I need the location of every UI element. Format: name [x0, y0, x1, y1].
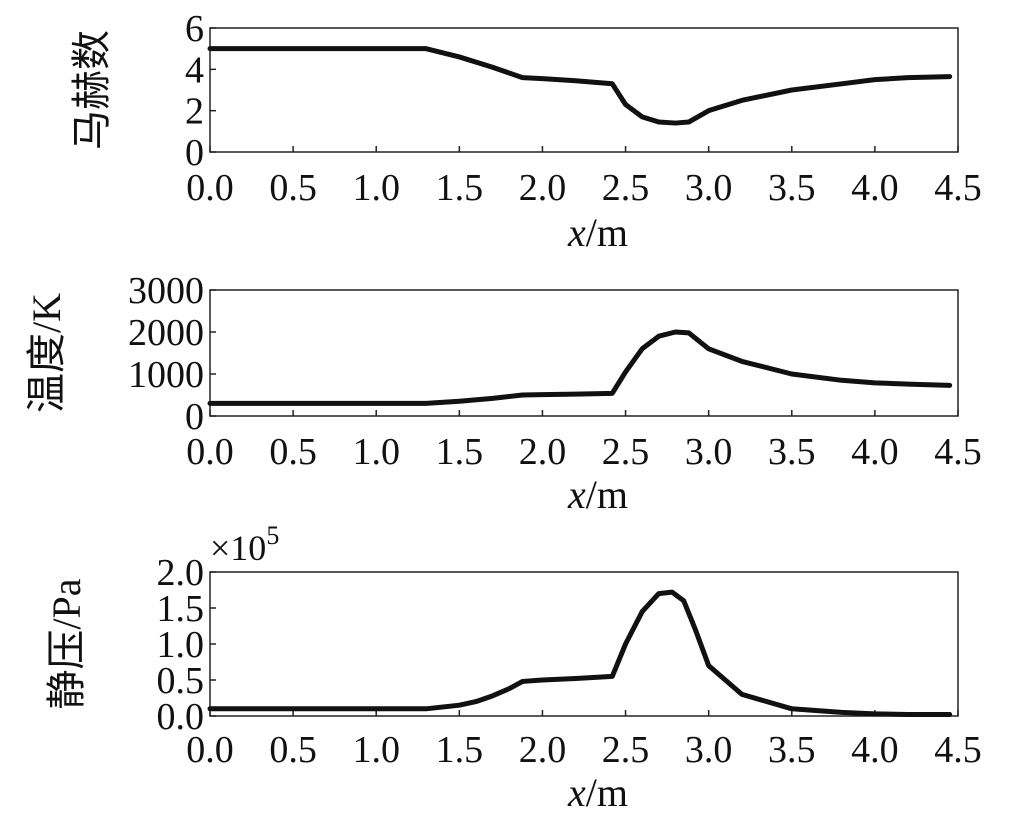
- x-tick-label: 4.5: [934, 431, 982, 473]
- y-tick-label: 4: [185, 49, 204, 91]
- x-tick-label: 2.0: [519, 729, 567, 771]
- x-axis-unit: /m: [586, 770, 628, 813]
- y-tick-label: 2000: [128, 312, 204, 354]
- series-line-0: [207, 589, 953, 718]
- series-line-0: [207, 329, 953, 406]
- x-tick-label: 0.5: [269, 431, 317, 473]
- x-tick-label: 1.0: [352, 431, 400, 473]
- x-axis-label: x/m: [567, 210, 628, 255]
- y-axis-label: 静压/Pa: [44, 578, 89, 709]
- x-tick-label: 2.0: [519, 431, 567, 473]
- x-tick-label: 1.0: [352, 167, 400, 209]
- x-tick-label: 1.5: [436, 167, 484, 209]
- y-tick-label: 3000: [128, 270, 204, 312]
- y-tick-label: 2.0: [157, 552, 205, 594]
- x-axis-label: x/m: [567, 770, 628, 813]
- x-axis-variable: x: [567, 472, 586, 517]
- y-tick-label: 1.5: [157, 588, 205, 630]
- panel-2: 0.0 0.5 1.0 1.5 2.0 2.5 3.0 3.5 4.0 4.50.00.51.01…: [44, 521, 982, 813]
- y-axis-label: 温度/K: [24, 293, 69, 413]
- x-tick-label: 2.5: [602, 729, 650, 771]
- y-axis-multiplier: ×105: [210, 521, 279, 568]
- x-tick-label: 2.0: [519, 167, 567, 209]
- x-axis-variable: x: [567, 210, 586, 255]
- x-tick-label: 4.0: [851, 431, 899, 473]
- x-axis-variable: x: [567, 770, 586, 813]
- x-axis-unit: /m: [586, 210, 628, 255]
- x-tick-label: 3.0: [685, 167, 733, 209]
- x-tick-label: 3.5: [768, 167, 816, 209]
- x-tick-label: 3.5: [768, 431, 816, 473]
- y-axis-label: 马赫数: [69, 30, 114, 150]
- x-tick-label: 0.5: [269, 729, 317, 771]
- y-tick-label: 2: [185, 91, 204, 133]
- plot-frame: [209, 289, 959, 417]
- series-line-0: [207, 46, 953, 126]
- x-tick-label: 4.5: [934, 167, 982, 209]
- x-axis-label: x/m: [567, 472, 628, 517]
- x-tick-label: 0.0: [186, 167, 234, 209]
- y-tick-label: 1.0: [157, 624, 205, 666]
- x-tick-label: 4.0: [851, 729, 899, 771]
- plot-frame: [209, 571, 959, 717]
- x-tick-label: 2.5: [602, 431, 650, 473]
- x-tick-label: 4.0: [851, 167, 899, 209]
- plot-frame: [209, 27, 959, 153]
- y-tick-label: 0.5: [157, 660, 205, 702]
- x-tick-label: 1.0: [352, 729, 400, 771]
- x-tick-label: 3.0: [685, 431, 733, 473]
- x-tick-label: 4.5: [934, 729, 982, 771]
- y-tick-label: 0: [185, 396, 204, 438]
- panel-1: 0.0 0.5 1.0 1.5 2.0 2.5 3.0 3.5 4.0 4.5 0100020003…: [24, 270, 982, 517]
- x-tick-label: 1.5: [436, 431, 484, 473]
- x-tick-label: 0.0: [186, 431, 234, 473]
- x-tick-label: 2.5: [602, 167, 650, 209]
- x-tick-label: 0.5: [269, 167, 317, 209]
- x-tick-label: 3.5: [768, 729, 816, 771]
- y-tick-label: 0.0: [157, 696, 205, 738]
- x-tick-label: 3.0: [685, 729, 733, 771]
- x-tick-label: 1.5: [436, 729, 484, 771]
- y-tick-label: 0: [185, 132, 204, 174]
- x-tick-label: 0.0: [186, 729, 234, 771]
- y-tick-label: 1000: [128, 354, 204, 396]
- y-tick-label: 6: [185, 8, 204, 50]
- x-axis-unit: /m: [586, 472, 628, 517]
